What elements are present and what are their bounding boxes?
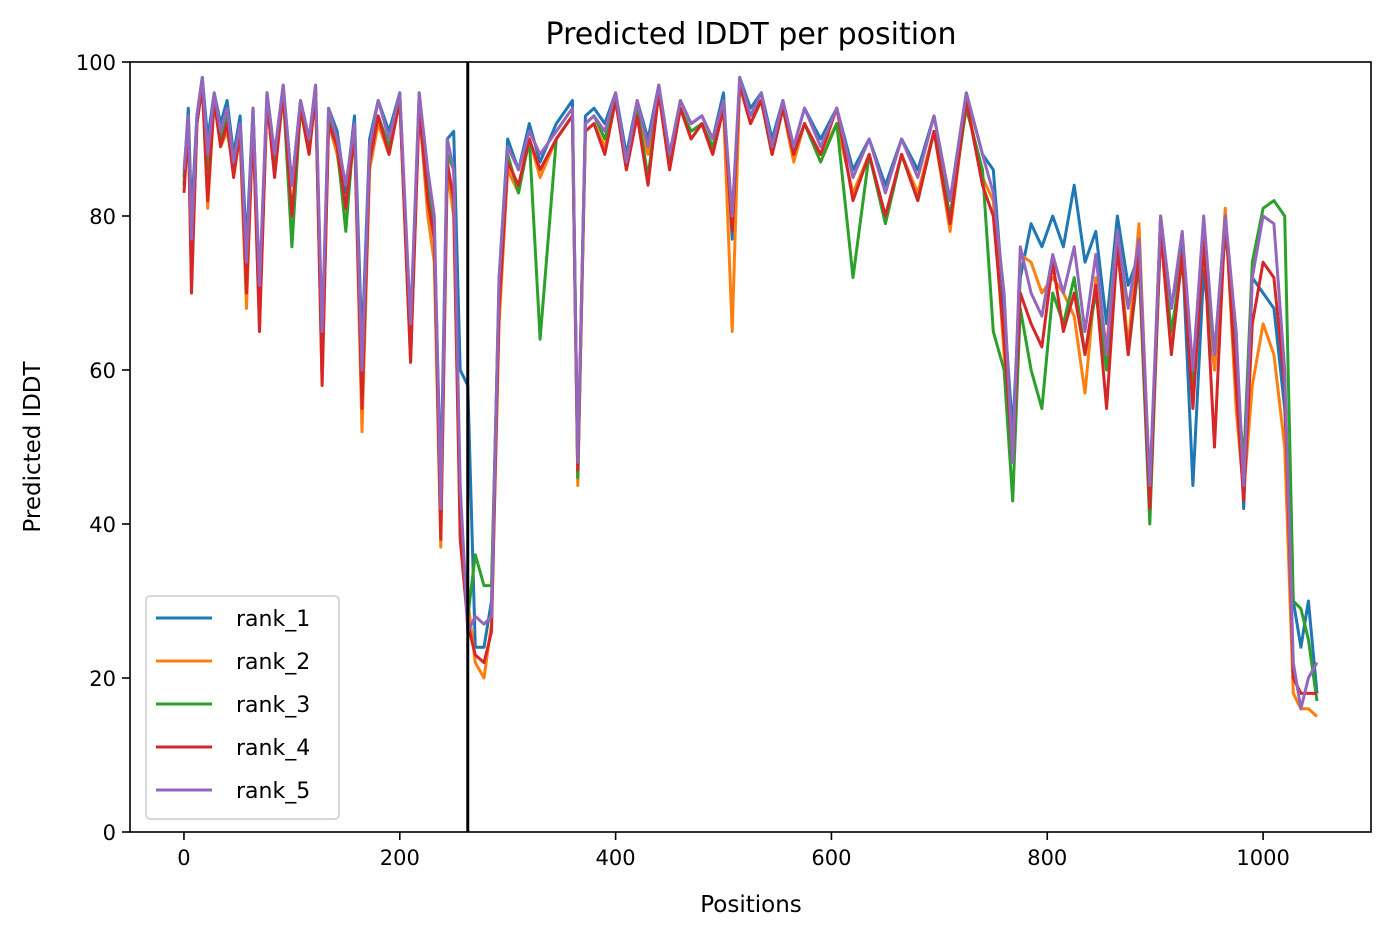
series-line-rank_5: [182, 75, 1319, 711]
y-tick-label: 60: [89, 359, 116, 383]
x-tick-label: 0: [177, 846, 190, 870]
x-axis-label: Positions: [700, 892, 802, 918]
legend-label-rank_1: rank_1: [236, 607, 310, 632]
x-tick-label: 800: [1027, 846, 1067, 870]
legend-label-rank_5: rank_5: [236, 779, 310, 804]
legend-label-rank_2: rank_2: [236, 650, 310, 675]
y-tick-label: 40: [89, 513, 116, 537]
axes-frame: [129, 61, 1372, 833]
legend-box: [145, 595, 340, 820]
chart-title: Predicted lDDT per position: [546, 17, 957, 52]
x-tick-label: 400: [596, 846, 636, 870]
x-tick-label: 1000: [1236, 846, 1289, 870]
y-axis-label: Predicted lDDT: [20, 360, 46, 532]
y-tick-label: 0: [103, 821, 116, 845]
legend: rank_1 rank_2 rank_3 rank_4 rank_5: [145, 595, 340, 820]
y-tick-label: 20: [89, 667, 116, 691]
x-tick-label: 600: [811, 846, 851, 870]
legend-label-rank_4: rank_4: [236, 736, 310, 761]
legend-label-rank_3: rank_3: [236, 693, 310, 718]
y-tick-label: 80: [89, 205, 116, 229]
plot-area: [182, 62, 1319, 832]
y-tick-label: 100: [76, 51, 116, 75]
x-axis-ticks: 0 200 400 600 800 1000: [177, 832, 1290, 870]
x-tick-label: 200: [380, 846, 420, 870]
y-axis-ticks: 0 20 40 60 80 100: [76, 51, 130, 845]
